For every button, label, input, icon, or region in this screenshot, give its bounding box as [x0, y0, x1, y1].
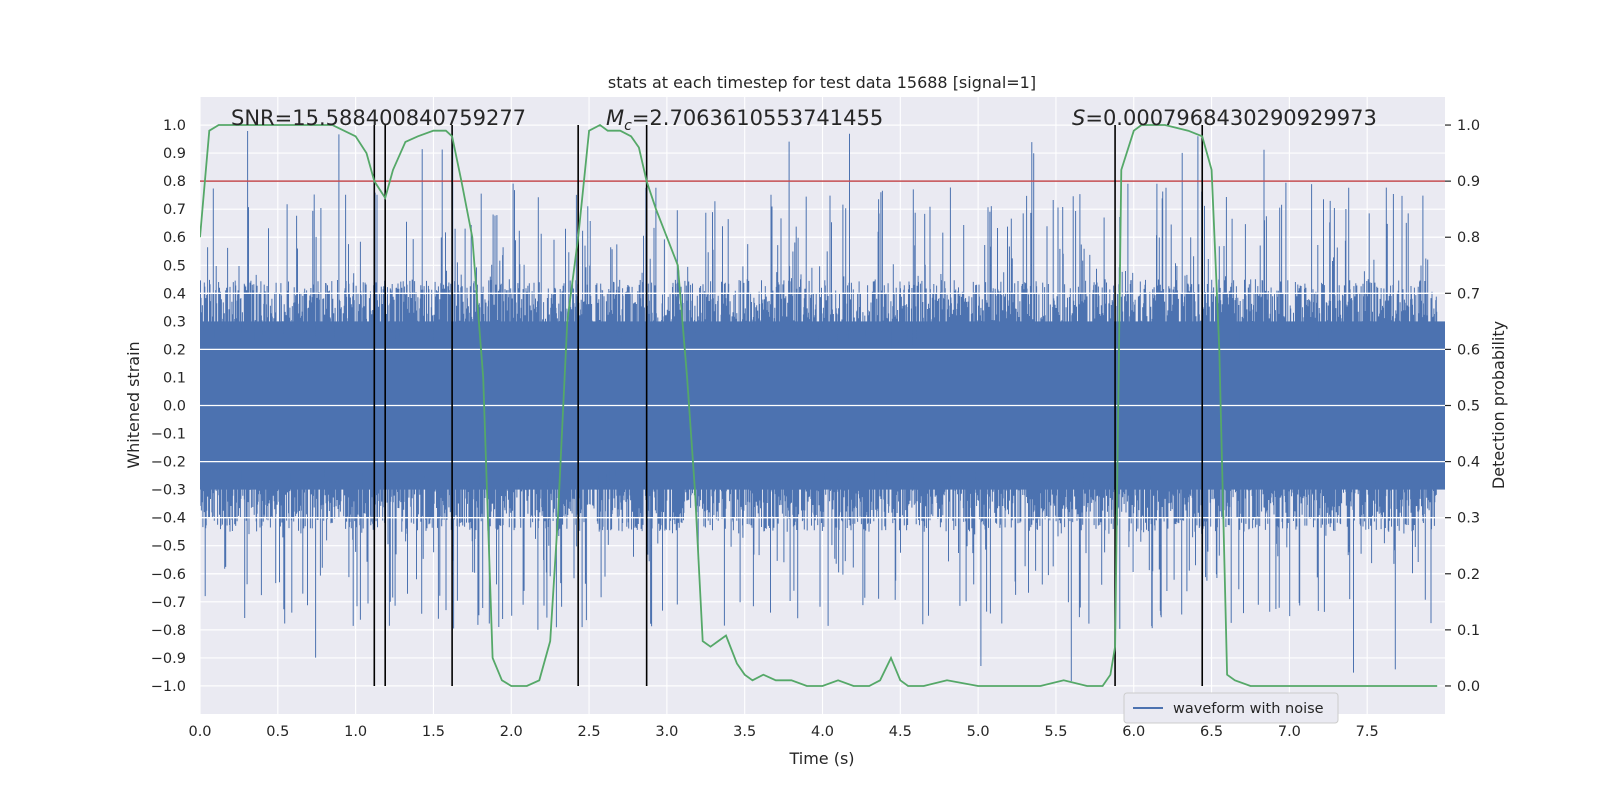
legend-label-waveform: waveform with noise — [1173, 701, 1324, 717]
y-left-tick-label: −1.0 — [151, 679, 186, 695]
y-right-tick-label: 0.6 — [1457, 342, 1480, 358]
y-left-tick-label: −0.9 — [151, 651, 186, 667]
y-right-tick-label: 0.7 — [1457, 286, 1480, 302]
x-tick-label: 3.0 — [655, 724, 678, 740]
y-left-tick-label: 0.1 — [163, 370, 186, 386]
x-tick-label: 2.0 — [500, 724, 523, 740]
x-axis-label: Time (s) — [788, 749, 854, 768]
y-right-axis-label: Detection probability — [1489, 321, 1508, 489]
y-left-tick-label: 0.7 — [163, 202, 186, 218]
detection-probability-series — [200, 123, 1438, 687]
y-left-tick-label: 0.9 — [163, 146, 186, 162]
x-tick-label: 5.5 — [1044, 724, 1067, 740]
y-left-axis-label: Whitened strain — [124, 341, 143, 468]
y-left-tick-label: 0.6 — [163, 230, 186, 246]
y-left-tick-label: −0.3 — [151, 483, 186, 499]
y-left-tick-label: 0.3 — [163, 314, 186, 330]
x-tick-label: 7.5 — [1356, 724, 1379, 740]
s-annotation: S=0.0007968430290929973 — [1072, 106, 1377, 130]
y-right-tick-label: 0.9 — [1457, 174, 1480, 190]
y-right-tick-label: 0.8 — [1457, 230, 1480, 246]
y-left-tick-label: −0.1 — [151, 427, 186, 443]
x-tick-label: 4.5 — [889, 724, 912, 740]
y-left-tick-label: −0.5 — [151, 539, 186, 555]
x-tick-label: 5.0 — [967, 724, 990, 740]
snr-annotation: SNR=15.588400840759277 — [231, 106, 526, 130]
chart-title: stats at each timestep for test data 156… — [608, 73, 1036, 92]
legend: waveform with noise — [1123, 692, 1339, 724]
vertical-lines — [373, 125, 1204, 686]
y-left-axis-ticks: 1.0 0.9 0.8 0.7 0.6 0.5 0.4 0.3 0.2 0.1 0.0 −0.1 −0.… — [151, 118, 186, 695]
y-right-tick-label: 0.3 — [1457, 511, 1480, 527]
x-tick-label: 1.5 — [422, 724, 445, 740]
waveform-line — [200, 131, 1438, 682]
x-tick-label: 1.0 — [344, 724, 367, 740]
y-right-tick-label: 0.4 — [1457, 455, 1480, 471]
chirp-mass-symbol: M — [606, 106, 624, 130]
x-axis-ticks: 0.0 0.5 1.0 1.5 2.0 2.5 3.0 3.5 4.0 4.5 5.0 5.5 6.0 6… — [188, 724, 1378, 740]
chirp-mass-annotation: Mc=2.7063610553741455 — [606, 106, 883, 134]
x-tick-label: 6.0 — [1122, 724, 1145, 740]
chirp-mass-value: =2.7063610553741455 — [632, 106, 883, 130]
detection-probability-line — [200, 123, 1438, 687]
x-tick-label: 7.0 — [1278, 724, 1301, 740]
y-right-tick-label: 0.1 — [1457, 623, 1480, 639]
x-tick-label: 2.5 — [578, 724, 601, 740]
s-symbol: S — [1072, 106, 1085, 130]
y-left-tick-label: 0.5 — [163, 258, 186, 274]
y-left-tick-label: −0.6 — [151, 567, 186, 583]
y-right-tick-label: 0.2 — [1457, 567, 1480, 583]
legend-box — [1123, 692, 1339, 724]
y-left-tick-label: 1.0 — [163, 118, 186, 134]
y-left-tick-label: −0.2 — [151, 455, 186, 471]
x-tick-label: 3.5 — [733, 724, 756, 740]
x-tick-label: 6.5 — [1200, 724, 1223, 740]
y-left-tick-label: −0.7 — [151, 595, 186, 611]
y-left-tick-label: 0.4 — [163, 286, 186, 302]
y-left-tick-label: 0.8 — [163, 174, 186, 190]
y-left-tick-label: 0.2 — [163, 342, 186, 358]
y-left-tick-label: −0.8 — [151, 623, 186, 639]
y-right-tick-label: 1.0 — [1457, 118, 1480, 134]
y-left-tick-label: 0.0 — [163, 399, 186, 415]
x-tick-label: 4.0 — [811, 724, 834, 740]
chirp-mass-subscript: c — [624, 118, 632, 134]
y-left-tick-label: −0.4 — [151, 511, 186, 527]
x-tick-label: 0.5 — [266, 724, 289, 740]
y-right-tick-label: 0.0 — [1457, 679, 1480, 695]
y-right-axis-ticks: 1.0 0.9 0.8 0.7 0.6 0.5 0.4 0.3 0.2 0.1 0.0 — [1445, 118, 1480, 695]
waveform-series — [200, 131, 1445, 682]
s-value: =0.0007968430290929973 — [1085, 106, 1377, 130]
y-right-tick-label: 0.5 — [1457, 399, 1480, 415]
x-tick-label: 0.0 — [188, 724, 211, 740]
